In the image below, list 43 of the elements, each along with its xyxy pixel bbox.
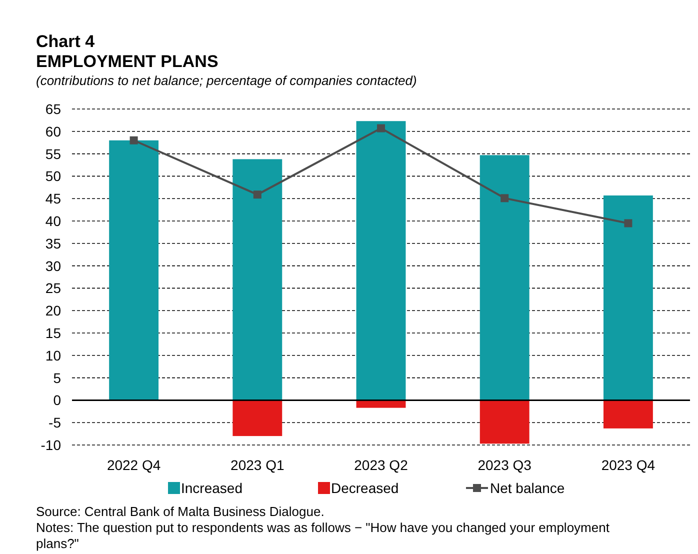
bar [109,140,159,400]
y-tick-label: 65 [45,101,62,117]
source-note: Source: Central Bank of Malta Business Dialogue. [36,504,324,519]
y-tick-label: 60 [45,123,62,140]
point [624,219,632,228]
legend-label: Decreased [331,480,399,496]
legend-label: Increased [181,480,242,496]
chart-subtitle: EMPLOYMENT PLANS [36,52,218,71]
point [253,190,262,199]
y-tick-label: 20 [45,302,62,319]
y-tick-label: 25 [45,280,62,296]
y-axis-title: (contributions to net balance; percentage of companies contacted) [36,73,417,88]
point [130,136,138,144]
x-tick-label: 2023 Q1 [230,457,284,473]
y-tick-label: 45 [45,190,62,207]
y-tick-label: 35 [45,235,62,252]
y-tick-label: 5 [53,370,62,386]
text: Notes: The question put to respondents was as follows − "How have you changed your employment plans?" [36,520,610,551]
chart-title: Chart 4 [36,32,96,51]
x-tick-label: 2023 Q3 [478,457,532,473]
y-tick-label: -5 [48,414,62,431]
bar [480,155,530,400]
y-tick-label: 15 [45,325,62,341]
point [377,124,385,132]
x-tick-label: 2022 Q4 [106,457,161,473]
bar [480,400,530,444]
x-tick-label: 2023 Q4 [601,457,656,473]
x-tick-label: 2023 Q2 [354,457,408,473]
y-tick-label: 50 [45,168,62,184]
y-tick-label: 0 [53,392,62,408]
y-tick-label: -10 [40,437,62,453]
legend-label: Net balance [490,480,565,496]
y-tick-label: 30 [45,258,62,274]
bar [232,159,282,400]
bar [603,195,653,400]
y-tick-label: 40 [45,213,62,229]
y-tick-label: 10 [45,347,62,364]
bar [603,400,653,428]
bar [232,400,282,436]
bar [356,400,406,408]
y-tick-label: 55 [45,146,62,162]
point [500,194,509,202]
bar [356,121,406,400]
